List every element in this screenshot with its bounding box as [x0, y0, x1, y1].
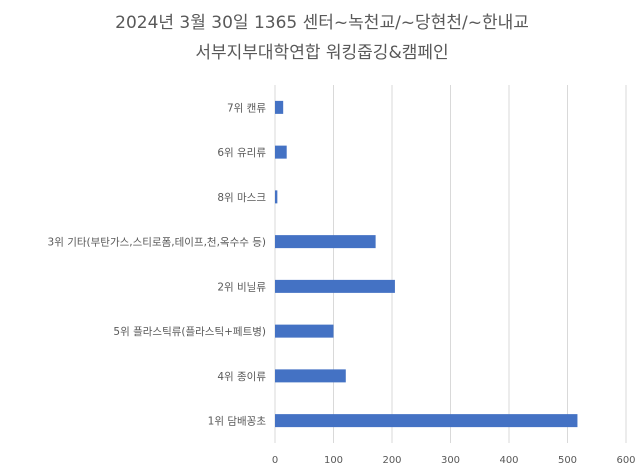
chart-title-line-1: 2024년 3월 30일 1365 센터~녹천교/~당현천/~한내교: [115, 13, 529, 33]
category-label: 4위 종이류: [217, 370, 266, 383]
category-label: 8위 마스크: [217, 191, 266, 204]
x-tick-label: 300: [441, 455, 460, 466]
category-label: 6위 유리류: [217, 146, 266, 159]
bar: [275, 190, 278, 204]
bar: [275, 145, 287, 159]
bar: [275, 279, 395, 293]
bar: [275, 369, 346, 383]
bar: [275, 235, 376, 249]
x-tick-label: 600: [616, 455, 635, 466]
bar: [275, 414, 578, 428]
category-label: 3위 기타(부탄가스,스티로폼,테이프,천,옥수수 등): [48, 236, 266, 249]
bar: [275, 100, 284, 114]
x-tick-label: 500: [558, 455, 577, 466]
x-tick-label: 0: [272, 455, 278, 466]
x-tick-label: 200: [382, 455, 401, 466]
bar: [275, 324, 334, 338]
category-label: 7위 캔류: [227, 101, 266, 114]
x-tick-label: 400: [499, 455, 518, 466]
x-tick-label: 100: [324, 455, 343, 466]
category-label: 2위 비닐류: [217, 280, 266, 293]
category-label: 1위 담배꽁초: [208, 415, 267, 428]
category-label: 5위 플라스틱류(플라스틱+페트병): [113, 325, 266, 338]
chart-title-line-2: 서부지부대학연합 워킹줍깅&캠페인: [195, 43, 449, 63]
